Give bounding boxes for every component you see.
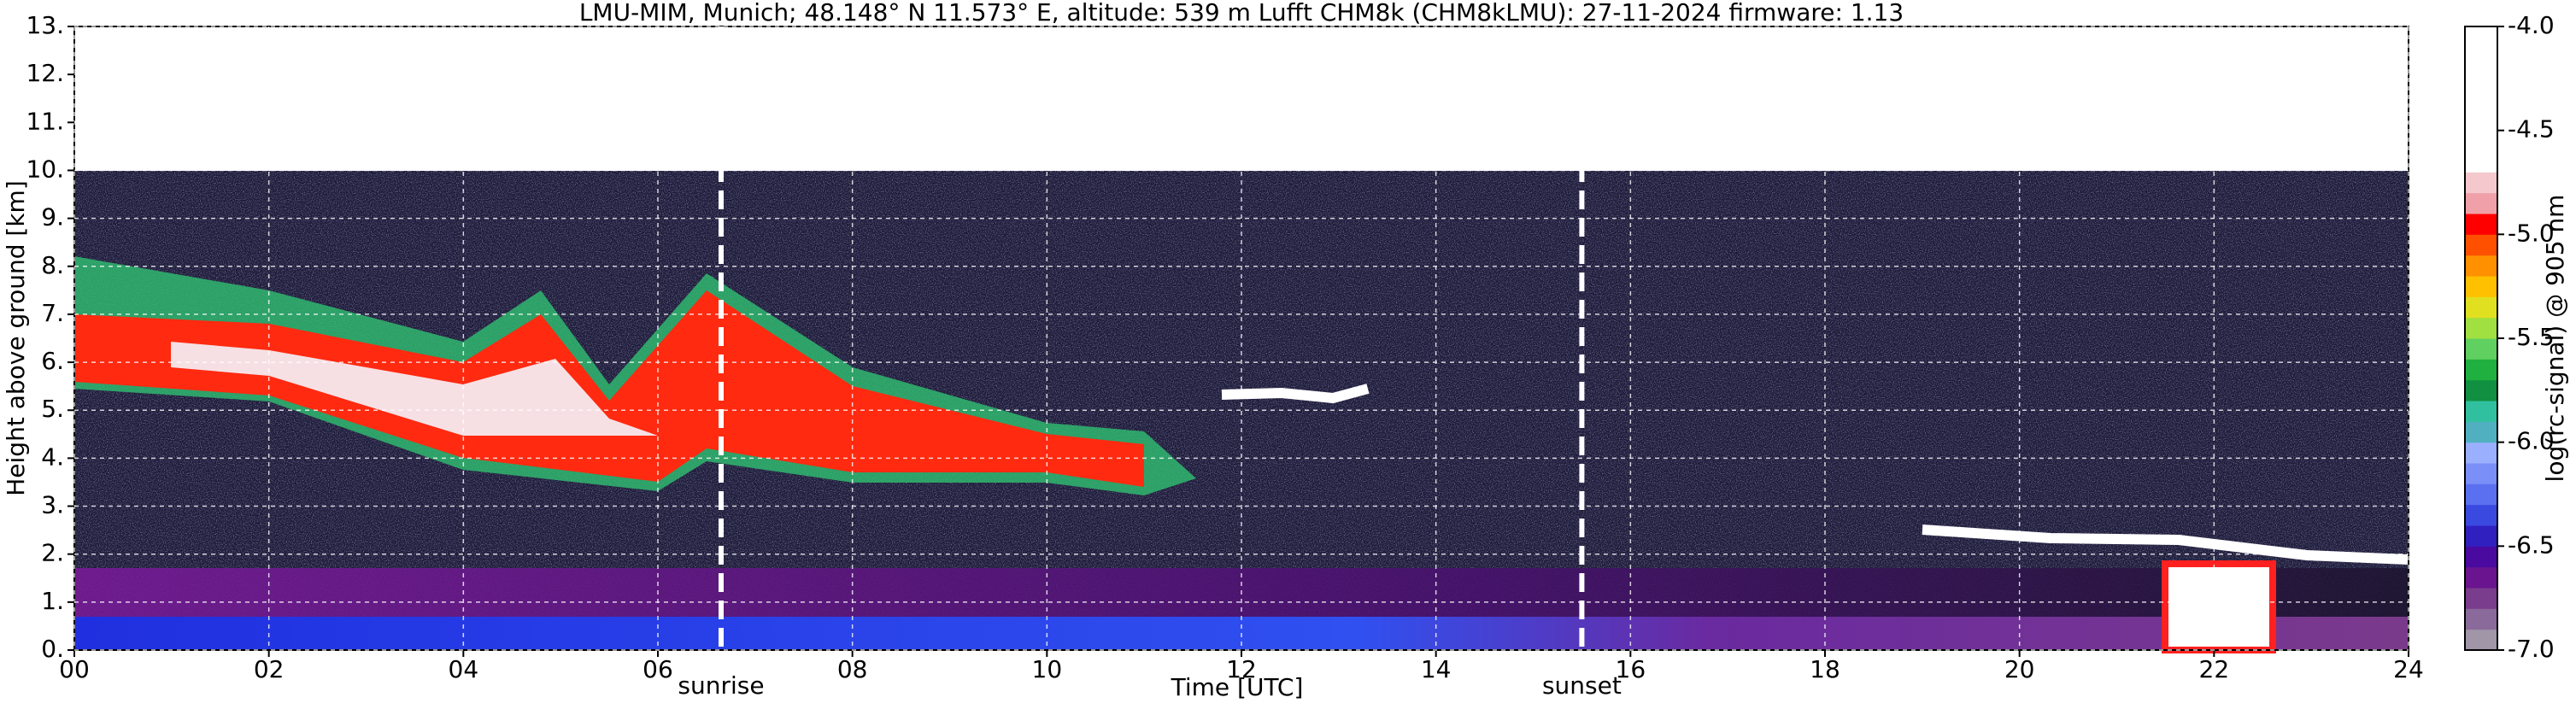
colorbar-swatch: [2465, 276, 2497, 297]
x-tick-label: 00: [59, 655, 90, 683]
y-tick-label: 5.: [41, 395, 64, 423]
y-axis-label: Height above ground [km]: [2, 180, 30, 496]
colorbar-swatch: [2465, 192, 2497, 214]
colorbar-swatch: [2465, 566, 2497, 589]
colorbar-tick-label: -5.0: [2508, 219, 2555, 247]
colorbar-swatch: [2465, 588, 2497, 609]
colorbar-swatch: [2465, 172, 2497, 194]
colorbar-swatch: [2465, 442, 2497, 464]
y-tick-label: 8.: [41, 251, 64, 279]
y-tick-label: 12.: [26, 59, 64, 87]
colorbar-tick-label: -6.0: [2508, 427, 2555, 455]
colorbar-swatch: [2465, 338, 2497, 360]
y-tick-label: 2.: [41, 539, 64, 567]
colorbar-swatch: [2465, 401, 2497, 422]
x-tick-label: 14: [1421, 655, 1452, 683]
colorbar-swatch: [2465, 26, 2497, 48]
y-tick-label: 9.: [41, 203, 64, 231]
colorbar-swatch: [2465, 255, 2497, 277]
y-tick-label: 4.: [41, 442, 64, 471]
colorbar-swatch: [2465, 89, 2497, 110]
colorbar-label: log(rc-signal) @ 905 nm: [2541, 195, 2569, 483]
colorbar-tick-label: -4.0: [2508, 11, 2555, 39]
colorbar-swatch: [2465, 214, 2497, 235]
colorbar-swatch: [2465, 525, 2497, 547]
colorbar-tick-label: -5.5: [2508, 323, 2555, 351]
cloud-peak: [171, 342, 658, 436]
colorbar-swatch: [2465, 608, 2497, 630]
y-tick-label: 1.: [41, 587, 64, 615]
y-tick-label: 0.: [41, 635, 64, 663]
colorbar-swatch: [2465, 130, 2497, 152]
colorbar-swatch: [2465, 109, 2497, 132]
colorbar-swatch: [2465, 47, 2497, 69]
colorbar-swatch: [2465, 67, 2497, 90]
y-tick-label: 10.: [26, 155, 64, 183]
y-tick-label: 11.: [26, 107, 64, 135]
x-tick-label: 12: [1226, 655, 1257, 683]
colorbar-swatch: [2465, 463, 2497, 484]
x-tick-label: 22: [2199, 655, 2230, 683]
event-label: sunrise: [678, 671, 764, 700]
colorbar-swatch: [2465, 504, 2497, 526]
colorbar-swatch: [2465, 629, 2497, 651]
colorbar-swatch: [2465, 483, 2497, 506]
x-tick-label: 18: [1810, 655, 1840, 683]
event-label: sunset: [1542, 671, 1622, 700]
colorbar-swatch: [2465, 359, 2497, 381]
fog-block: [2162, 560, 2276, 653]
y-tick-label: 3.: [41, 491, 64, 519]
y-tick-label: 13.: [26, 11, 64, 39]
colorbar-swatch: [2465, 317, 2497, 339]
colorbar-swatch: [2465, 296, 2497, 319]
x-tick-label: 02: [254, 655, 285, 683]
cloud-patch: [1221, 384, 1370, 404]
colorbar-tick-label: -4.5: [2508, 115, 2555, 144]
x-tick-label: 08: [837, 655, 868, 683]
x-tick-label: 06: [643, 655, 673, 683]
x-tick-label: 04: [449, 655, 479, 683]
colorbar-tick-label: -7.0: [2508, 635, 2555, 663]
x-tick-label: 16: [1616, 655, 1646, 683]
y-tick-label: 6.: [41, 347, 64, 375]
cloud-core: [74, 290, 1144, 487]
x-tick-label: 20: [2004, 655, 2035, 683]
colorbar-tick-label: -6.5: [2508, 530, 2555, 559]
chart-title: LMU-MIM, Munich; 48.148° N 11.573° E, al…: [579, 0, 1904, 26]
colorbar-swatch: [2465, 546, 2497, 568]
x-tick-label: 24: [2393, 655, 2424, 683]
colorbar-swatch: [2465, 151, 2497, 173]
low-cloud: [1922, 524, 2409, 565]
x-tick-label: 10: [1032, 655, 1063, 683]
x-axis-label: Time [UTC]: [1171, 673, 1304, 701]
colorbar-swatch: [2465, 421, 2497, 443]
colorbar-swatch: [2465, 379, 2497, 401]
colorbar-swatch: [2465, 234, 2497, 256]
y-tick-label: 7.: [41, 299, 64, 327]
